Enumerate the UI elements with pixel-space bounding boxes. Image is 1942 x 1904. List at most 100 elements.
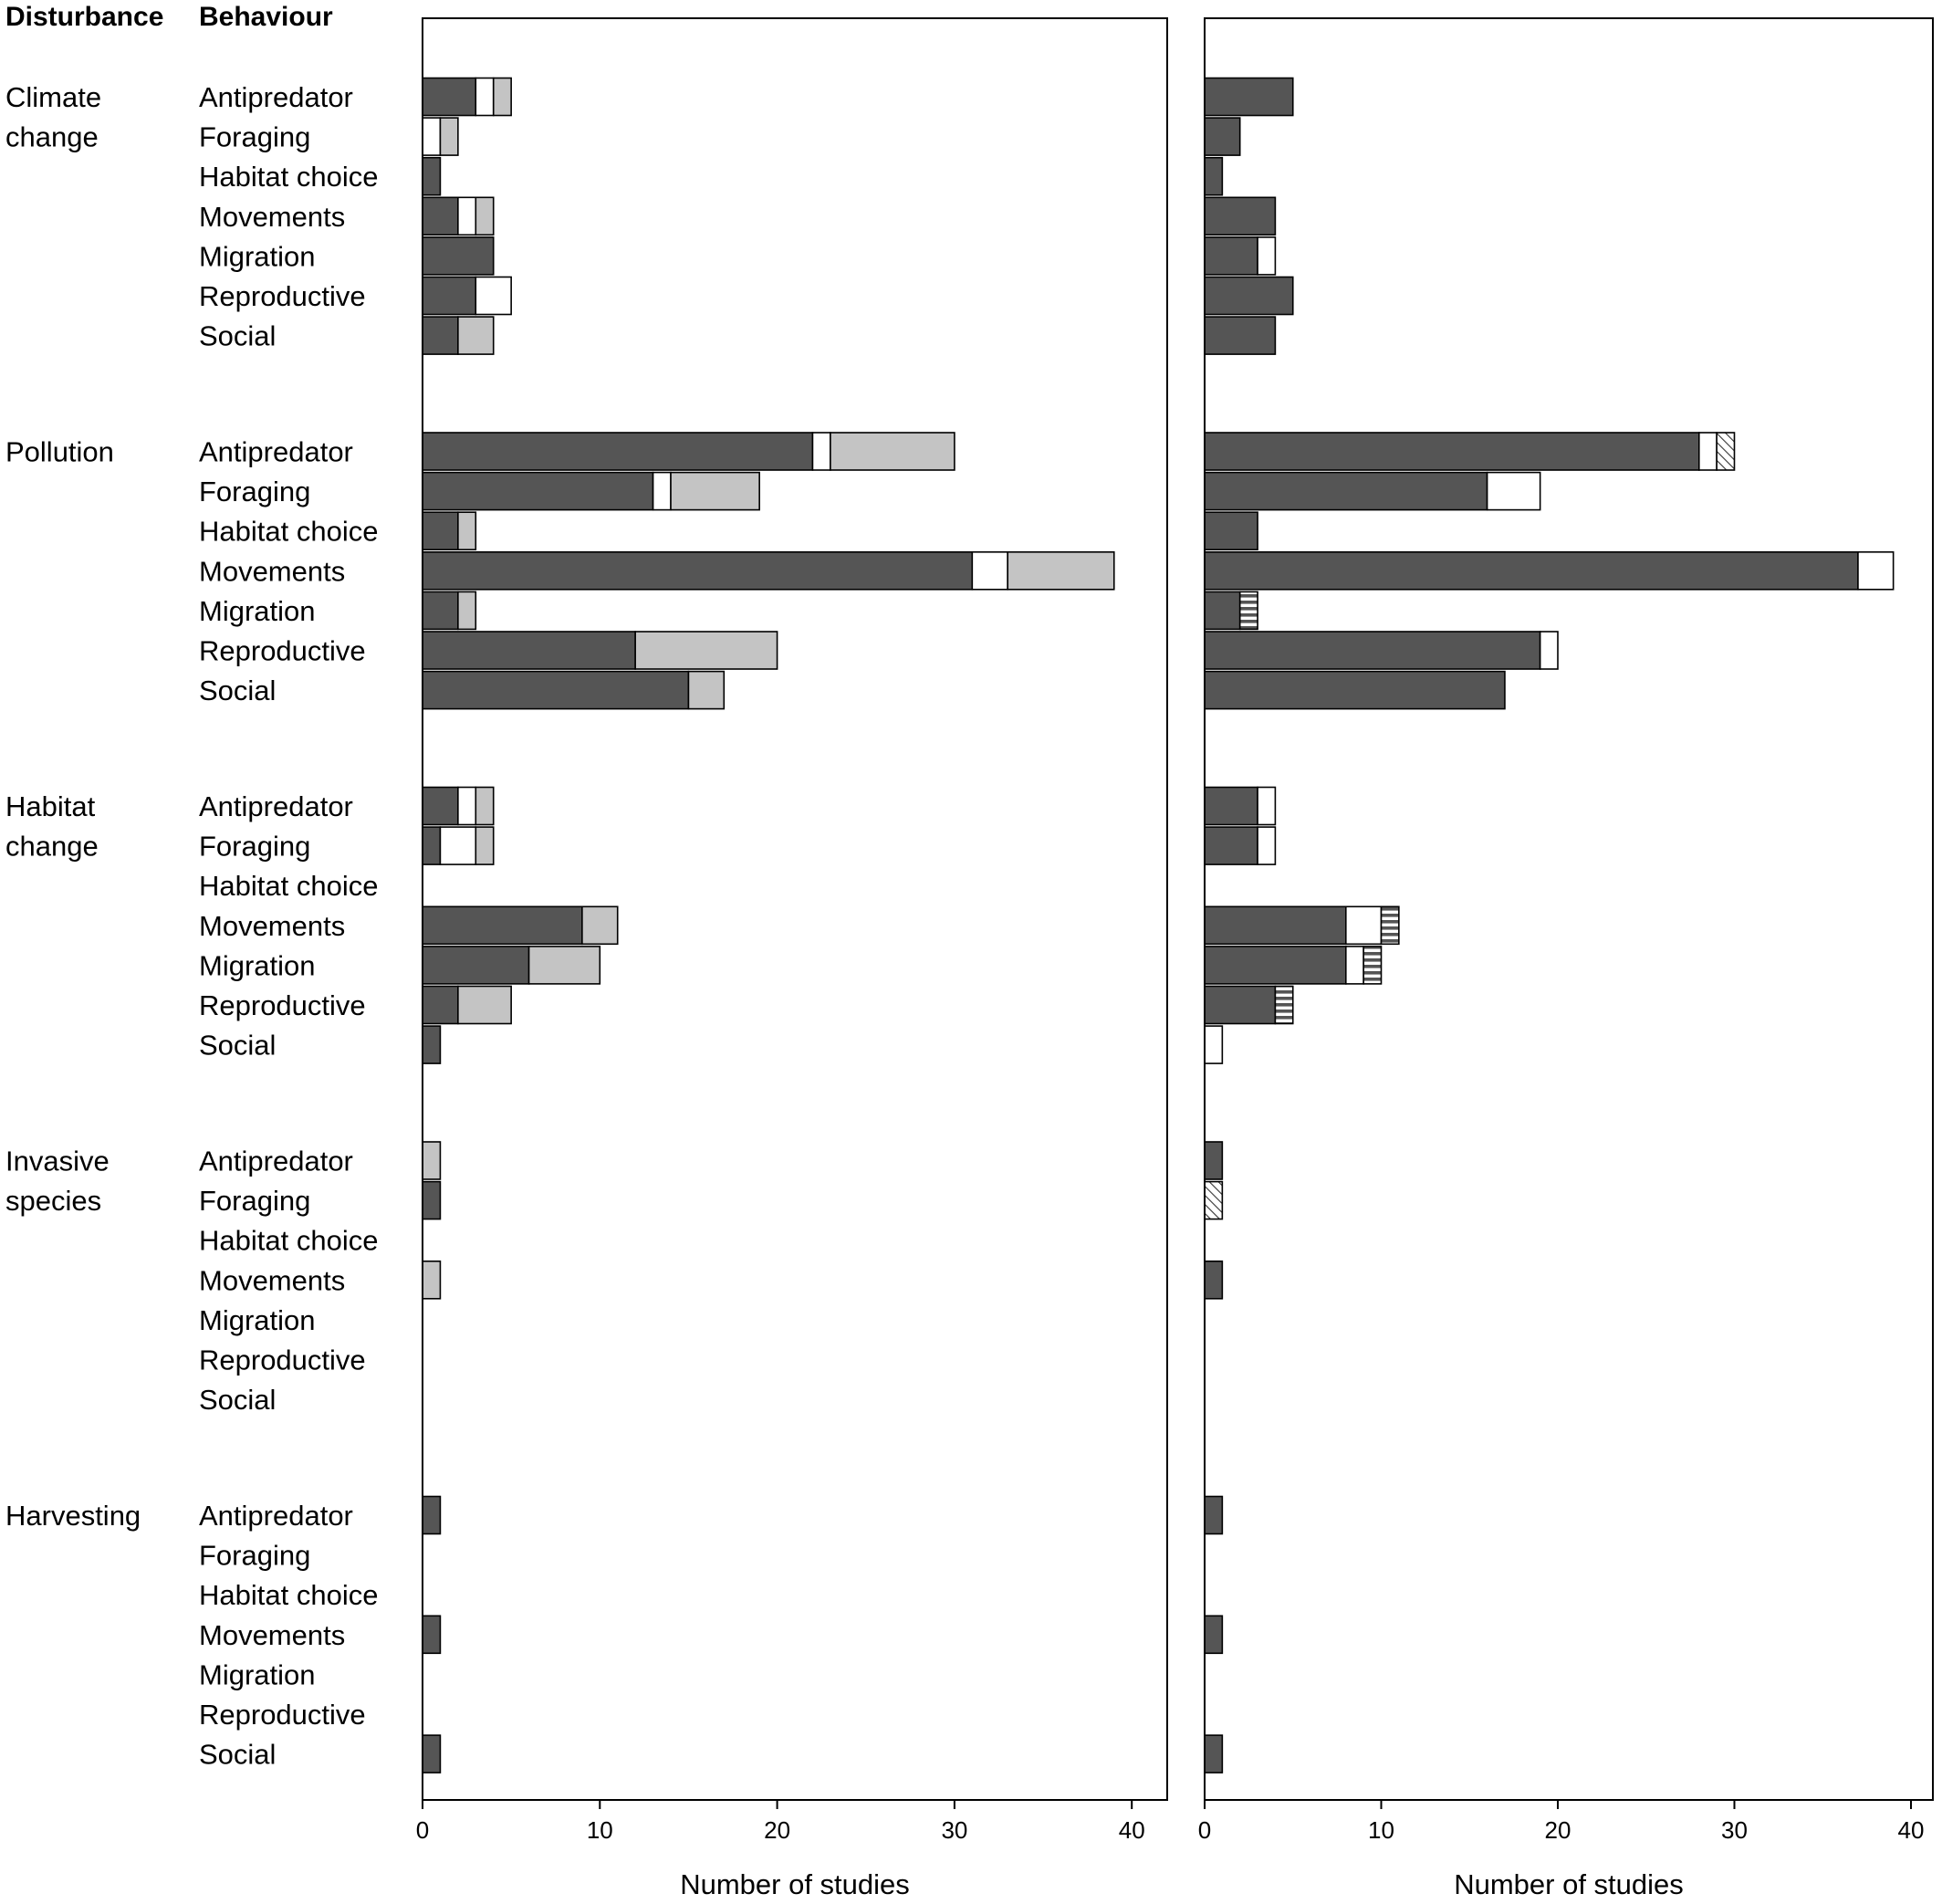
bar-segment-p1-habitat-change-antipredator-white — [457, 786, 477, 826]
bar-segment-p1-climate-change-foraging-light — [439, 117, 459, 156]
bar-segment-p1-pollution-habitat-choice-dark — [422, 511, 459, 551]
x-tick-label: 20 — [1545, 1816, 1571, 1844]
bar-segment-p1-habitat-change-foraging-white — [439, 826, 477, 865]
group-label-habitat-change: Habitat change — [5, 790, 99, 863]
bar-segment-p1-climate-change-reproductive-dark — [422, 276, 477, 316]
x-tick-label: 10 — [587, 1816, 613, 1844]
behaviour-label: Movements — [199, 201, 345, 233]
group-label-climate-change: Climate change — [5, 81, 101, 153]
x-tick-label: 30 — [1721, 1816, 1748, 1844]
x-tick-label: 40 — [1119, 1816, 1145, 1844]
bar-segment-p1-habitat-change-migration-dark — [422, 946, 530, 985]
x-tick-label: 40 — [1898, 1816, 1925, 1844]
bar-segment-p2-climate-change-movements-dark — [1204, 196, 1277, 236]
behaviour-label: Movements — [199, 1264, 345, 1296]
bar-segment-p2-habitat-change-reproductive-dark — [1204, 985, 1277, 1025]
behaviour-label: Movements — [199, 1619, 345, 1651]
bar-segment-p1-pollution-habitat-choice-light — [457, 511, 477, 551]
bar-segment-p2-climate-change-migration-dark — [1204, 236, 1258, 276]
bar-segment-p2-habitat-change-movements-white — [1345, 905, 1383, 946]
behaviour-label: Foraging — [199, 1185, 310, 1217]
bar-segment-p2-climate-change-social-dark — [1204, 316, 1277, 355]
behaviour-label: Foraging — [199, 831, 310, 863]
behaviour-label: Migration — [199, 595, 316, 627]
bar-segment-p2-habitat-change-movements-dark — [1204, 905, 1347, 946]
bar-segment-p1-habitat-change-foraging-light — [475, 826, 495, 865]
behaviour-label: Migration — [199, 1658, 316, 1690]
bar-segment-p2-climate-change-reproductive-dark — [1204, 276, 1294, 316]
bar-segment-p1-pollution-foraging-light — [670, 471, 760, 511]
group-label-pollution: Pollution — [5, 436, 114, 468]
behaviour-label: Reproductive — [199, 280, 366, 312]
bar-segment-p2-habitat-change-foraging-white — [1257, 826, 1277, 865]
behaviour-label: Foraging — [199, 121, 310, 153]
behaviour-label: Antipredator — [199, 790, 353, 822]
bar-segment-p1-habitat-change-movements-light — [581, 905, 619, 946]
behaviour-label: Antipredator — [199, 1500, 353, 1532]
bar-segment-p1-climate-change-social-light — [457, 316, 495, 355]
x-tick-label: 20 — [764, 1816, 790, 1844]
bar-segment-p1-climate-change-antipredator-dark — [422, 77, 477, 117]
bar-segment-p1-harvesting-social-dark — [422, 1734, 442, 1773]
panel-frame-2 — [1204, 17, 1934, 1801]
bar-segment-p2-pollution-migration-dark — [1204, 591, 1241, 631]
x-axis-title-2: Number of studies — [1454, 1868, 1684, 1899]
bar-segment-p1-pollution-foraging-white — [652, 471, 672, 511]
behaviour-label: Migration — [199, 240, 316, 272]
bar-segment-p2-climate-change-foraging-dark — [1204, 117, 1241, 156]
bar-segment-p2-climate-change-migration-white — [1257, 236, 1277, 276]
bar-segment-p1-pollution-antipredator-light — [830, 432, 955, 471]
x-axis-title-1: Number of studies — [680, 1868, 910, 1899]
group-label-harvesting: Harvesting — [5, 1500, 141, 1532]
behaviour-label: Reproductive — [199, 989, 366, 1021]
behaviour-label: Habitat choice — [199, 870, 378, 902]
bar-segment-p2-pollution-antipredator-hatched — [1716, 432, 1736, 471]
bar-segment-p1-harvesting-antipredator-dark — [422, 1495, 442, 1535]
bar-segment-p2-harvesting-movements-dark — [1204, 1615, 1224, 1655]
behaviour-label: Social — [199, 675, 276, 706]
behaviour-label: Reproductive — [199, 1699, 366, 1731]
bar-segment-p1-pollution-reproductive-dark — [422, 631, 636, 670]
bar-segment-p1-habitat-change-reproductive-light — [457, 985, 512, 1025]
behaviour-label: Antipredator — [199, 81, 353, 113]
bar-segment-p1-pollution-antipredator-white — [811, 432, 831, 471]
behaviour-label: Habitat choice — [199, 1579, 378, 1611]
bar-segment-p2-harvesting-antipredator-dark — [1204, 1495, 1224, 1535]
bar-segment-p2-pollution-foraging-dark — [1204, 471, 1488, 511]
behaviour-label: Reproductive — [199, 1344, 366, 1376]
bar-segment-p1-pollution-movements-dark — [422, 550, 974, 591]
behaviour-label: Foraging — [199, 476, 310, 507]
bar-segment-p2-pollution-habitat-choice-dark — [1204, 511, 1258, 551]
bar-segment-p1-habitat-change-foraging-dark — [422, 826, 442, 865]
bar-segment-p1-climate-change-movements-white — [457, 196, 477, 236]
behaviour-label: Habitat choice — [199, 1225, 378, 1257]
behaviour-label: Migration — [199, 1304, 316, 1336]
bar-segment-p2-climate-change-antipredator-dark — [1204, 77, 1294, 117]
bar-segment-p2-invasive-species-movements-dark — [1204, 1261, 1224, 1300]
bar-segment-p2-habitat-change-reproductive-striped — [1274, 985, 1294, 1025]
bar-segment-p2-pollution-social-dark — [1204, 670, 1506, 710]
panel-frame-1 — [422, 17, 1168, 1801]
x-tick-label: 10 — [1368, 1816, 1394, 1844]
behaviour-label: Reproductive — [199, 635, 366, 667]
bar-segment-p2-pollution-movements-dark — [1204, 550, 1859, 591]
bar-segment-p1-climate-change-antipredator-white — [475, 77, 495, 117]
bar-segment-p2-pollution-migration-striped — [1238, 591, 1258, 631]
bar-segment-p1-habitat-change-social-dark — [422, 1025, 442, 1064]
behaviour-label: Foraging — [199, 1540, 310, 1572]
x-tick-label: 30 — [941, 1816, 967, 1844]
behaviour-label: Movements — [199, 910, 345, 942]
bar-segment-p1-climate-change-migration-dark — [422, 236, 495, 276]
x-tick-label: 0 — [1198, 1816, 1211, 1844]
axes: 0 10 20 30 40 Number of studies 0 10 20 30 40 Numbe… — [416, 17, 1934, 1900]
group-label-invasive-species: Invasive species — [5, 1146, 110, 1218]
bar-segment-p1-habitat-change-movements-dark — [422, 905, 583, 946]
bar-segment-p2-habitat-change-movements-striped — [1380, 905, 1400, 946]
bar-segment-p1-pollution-movements-light — [1007, 550, 1115, 591]
bar-segment-p2-pollution-reproductive-white — [1539, 631, 1559, 670]
row-labels: Climate change Antipredator Foraging Habitat… — [5, 81, 378, 1771]
behaviour-label: Migration — [199, 949, 316, 981]
bar-segment-p1-invasive-species-movements-light — [422, 1261, 442, 1300]
